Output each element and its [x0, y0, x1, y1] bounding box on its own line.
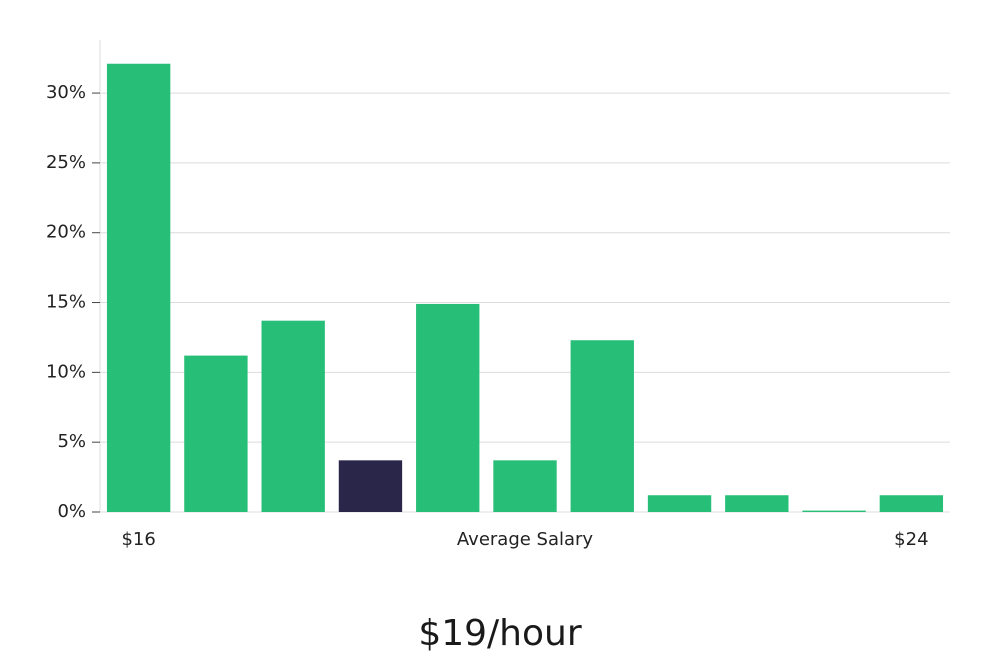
y-tick-label: 25% — [46, 152, 86, 173]
x-tick-label: $16 — [121, 529, 155, 550]
bar — [106, 63, 171, 512]
bar — [802, 510, 866, 512]
bar — [570, 340, 634, 512]
y-tick-label: 5% — [57, 431, 86, 452]
y-tick-label: 30% — [46, 82, 86, 103]
y-tick-label: 10% — [46, 361, 86, 382]
x-tick-label: $24 — [894, 529, 928, 550]
bar — [725, 495, 789, 512]
bar — [261, 320, 325, 512]
bar — [879, 495, 944, 512]
y-tick-label: 15% — [46, 292, 86, 313]
x-axis-label: Average Salary — [457, 529, 594, 550]
bar — [493, 460, 557, 512]
bar — [416, 303, 480, 512]
y-tick-label: 0% — [57, 501, 86, 522]
bar — [647, 495, 712, 512]
bar — [338, 460, 403, 512]
y-tick-label: 20% — [46, 222, 86, 243]
bar — [184, 355, 248, 512]
caption: $19/hour — [418, 613, 582, 654]
